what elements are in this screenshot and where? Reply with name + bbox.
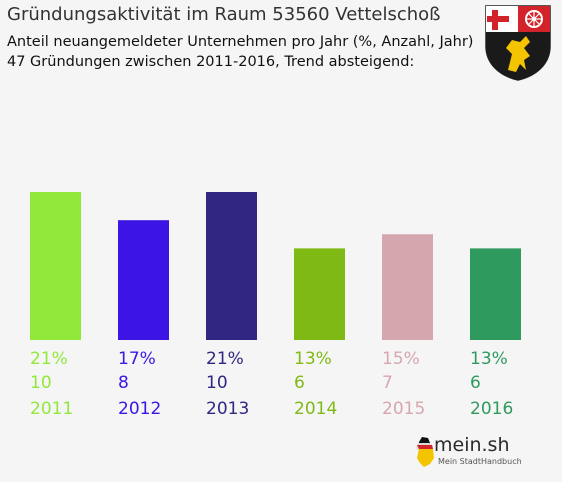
count-label-2012: 8 xyxy=(118,373,129,393)
percent-label-2014: 13% xyxy=(294,349,332,369)
percent-label-2013: 21% xyxy=(206,349,244,369)
percent-label-2012: 17% xyxy=(118,349,156,369)
year-label-2012: 2012 xyxy=(118,399,161,419)
bar-chart: 21% 10 2011 17% 8 2012 21% 10 2013 13% 6 2014 15% 7 20… xyxy=(30,192,521,419)
coat-of-arms-icon xyxy=(485,5,551,81)
count-label-2014: 6 xyxy=(294,373,305,393)
year-label-2011: 2011 xyxy=(30,399,73,419)
chart-title: Gründungsaktivität im Raum 53560 Vettels… xyxy=(7,4,441,25)
logo-wordmark: mein.sh xyxy=(434,434,510,456)
bar-2015 xyxy=(382,234,433,340)
bar-2016 xyxy=(470,248,521,340)
year-label-2015: 2015 xyxy=(382,399,425,419)
chart-subtitle: Anteil neuangemeldeter Unternehmen pro J… xyxy=(7,34,474,50)
count-label-2015: 7 xyxy=(382,373,393,393)
chart-summary: 47 Gründungen zwischen 2011-2016, Trend … xyxy=(7,54,415,70)
percent-label-2011: 21% xyxy=(30,349,68,369)
count-label-2011: 10 xyxy=(30,373,52,393)
germany-map-icon xyxy=(416,437,434,467)
logo-tagline: Mein StadtHandbuch xyxy=(438,457,522,466)
percent-label-2015: 15% xyxy=(382,349,420,369)
year-label-2016: 2016 xyxy=(470,399,513,419)
logo: mein.sh Mein StadtHandbuch xyxy=(414,432,534,472)
bar-2013 xyxy=(206,192,257,340)
bar-2012 xyxy=(118,220,169,340)
bar-2014 xyxy=(294,248,345,340)
year-label-2013: 2013 xyxy=(206,399,249,419)
count-label-2016: 6 xyxy=(470,373,481,393)
percent-label-2016: 13% xyxy=(470,349,508,369)
count-label-2013: 10 xyxy=(206,373,228,393)
year-label-2014: 2014 xyxy=(294,399,337,419)
bar-2011 xyxy=(30,192,81,340)
